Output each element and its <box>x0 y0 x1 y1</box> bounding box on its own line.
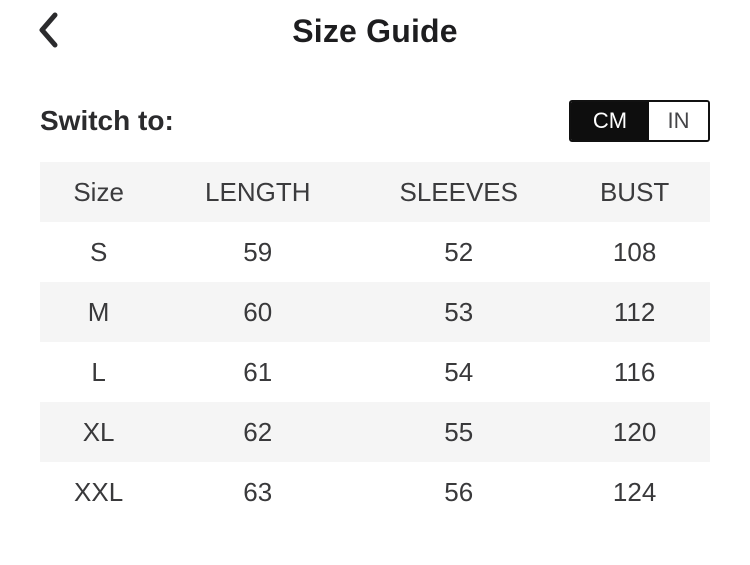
cell-bust: 116 <box>613 356 656 387</box>
cell-bust: 120 <box>612 416 657 447</box>
unit-switch-row: Switch to: CM IN <box>40 100 710 142</box>
table-row-xxl: XXL 63 56 124 <box>40 462 710 522</box>
table-row-s: S 59 52 108 <box>40 222 710 282</box>
cell-sleeves: 55 <box>444 416 474 447</box>
cell-bust: 112 <box>613 296 656 327</box>
page-title: Size Guide <box>292 13 458 49</box>
column-header-sleeves: SLEEVES <box>399 176 518 207</box>
cell-sleeves: 53 <box>444 296 474 327</box>
cell-size: XL <box>82 416 115 447</box>
table-row-m: M 60 53 112 <box>40 282 710 342</box>
cell-length: 62 <box>243 416 273 447</box>
table-row-xl: XL 62 55 120 <box>40 402 710 462</box>
cell-size: S <box>89 236 108 267</box>
cell-sleeves: 56 <box>444 476 474 507</box>
cell-length: 60 <box>243 296 273 327</box>
cell-sleeves: 52 <box>444 236 474 267</box>
column-header-bust: BUST <box>599 176 670 207</box>
cell-bust: 108 <box>612 236 657 267</box>
table-header-row: Size LENGTH SLEEVES BUST <box>40 162 710 222</box>
cell-length: 61 <box>243 356 273 387</box>
unit-switch-label: Switch to: <box>40 105 174 136</box>
back-button[interactable] <box>30 8 66 52</box>
cell-length: 59 <box>243 236 273 267</box>
column-header-length: LENGTH <box>205 176 311 207</box>
chevron-left-icon <box>39 12 58 48</box>
unit-option-cm[interactable]: CM <box>571 102 650 140</box>
cell-size: L <box>91 356 106 387</box>
cell-size: M <box>87 296 110 327</box>
cell-length: 63 <box>243 476 273 507</box>
table-row-l: L 61 54 116 <box>40 342 710 402</box>
cell-size: XXL <box>74 476 124 507</box>
unit-option-in[interactable]: IN <box>649 102 708 140</box>
size-table: Size LENGTH SLEEVES BUST S 59 52 108 M 6… <box>40 162 710 522</box>
cell-sleeves: 54 <box>444 356 474 387</box>
cell-bust: 124 <box>612 476 657 507</box>
unit-toggle: CM IN <box>569 100 710 142</box>
column-header-size: Size <box>73 176 124 207</box>
top-bar: Size Guide <box>0 0 750 62</box>
